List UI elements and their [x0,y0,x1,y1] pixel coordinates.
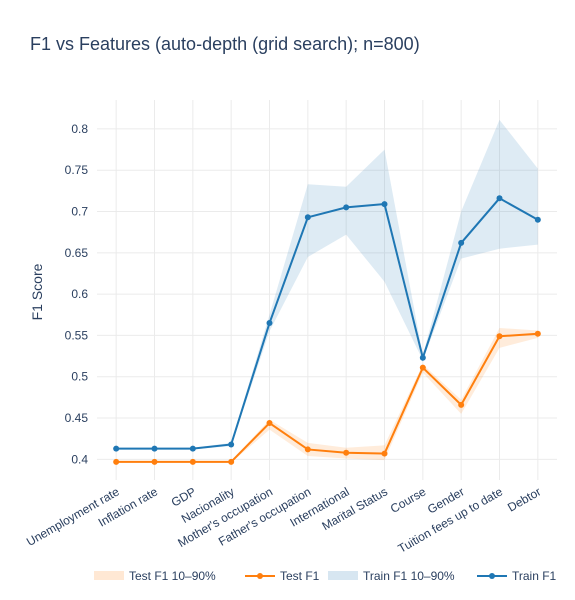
legend-label-test-f1: Test F1 [280,569,320,583]
point-test-f1 [304,446,311,453]
y-axis-title: F1 Score [29,263,45,320]
chart-title: F1 vs Features (auto-depth (grid search)… [30,34,420,54]
y-tick-label: 0.55 [65,328,89,342]
point-train-f1 [113,445,120,452]
point-train-f1 [189,445,196,452]
point-layer [113,195,541,465]
grid-layer [97,100,557,480]
series-line-train-f1 [116,197,539,450]
point-train-f1 [534,216,541,223]
point-test-f1 [113,458,120,465]
point-test-f1 [343,449,350,456]
y-tick-labels: 0.4 0.45 0.5 0.55 0.6 0.65 0.7 0.75 0.8 [65,122,89,466]
legend-label-train-f1: Train F1 [512,569,557,583]
point-test-f1 [189,458,196,465]
point-train-f1 [304,214,311,221]
x-tick-label: Course [388,484,429,516]
y-tick-label: 0.8 [71,122,88,136]
point-train-f1 [266,320,273,327]
point-test-f1 [228,458,235,465]
legend-swatch-test-f1-10-90- [94,571,124,580]
point-test-f1 [534,330,541,337]
y-tick-label: 0.7 [71,205,88,219]
legend-label-train-f1-10-90-: Train F1 10–90% [363,569,455,583]
point-train-f1 [343,204,350,211]
legend: Test F1 10–90% Test F1 Train F1 10–90% Trai… [94,569,557,583]
y-tick-label: 0.4 [71,452,88,466]
band-test-f1 [116,328,538,463]
band-train-f1 [116,119,538,450]
point-test-f1 [381,450,388,457]
y-tick-label: 0.45 [65,411,89,425]
legend-marker-train-f1 [489,573,495,579]
legend-label-test-f1-10-90-: Test F1 10–90% [129,569,216,583]
point-test-f1 [151,458,158,465]
y-tick-label: 0.65 [65,246,89,260]
legend-marker-test-f1 [257,573,263,579]
legend-swatch-train-f1-10-90- [328,571,358,580]
point-test-f1 [266,420,273,426]
point-train-f1 [381,201,388,208]
y-tick-label: 0.5 [71,370,88,384]
y-tick-label: 0.6 [71,287,88,301]
point-test-f1 [419,364,426,371]
point-test-f1 [458,401,465,408]
series-line-test-f1 [116,332,538,463]
band-layer [116,119,538,463]
y-tick-label: 0.75 [65,163,89,177]
point-train-f1 [151,445,158,452]
x-tick-label: Debtor [505,484,543,514]
point-test-f1 [496,333,503,340]
point-train-f1 [228,441,235,448]
line-layer [116,197,539,463]
point-train-f1 [496,195,503,202]
point-train-f1 [419,354,426,361]
point-train-f1 [458,239,465,246]
